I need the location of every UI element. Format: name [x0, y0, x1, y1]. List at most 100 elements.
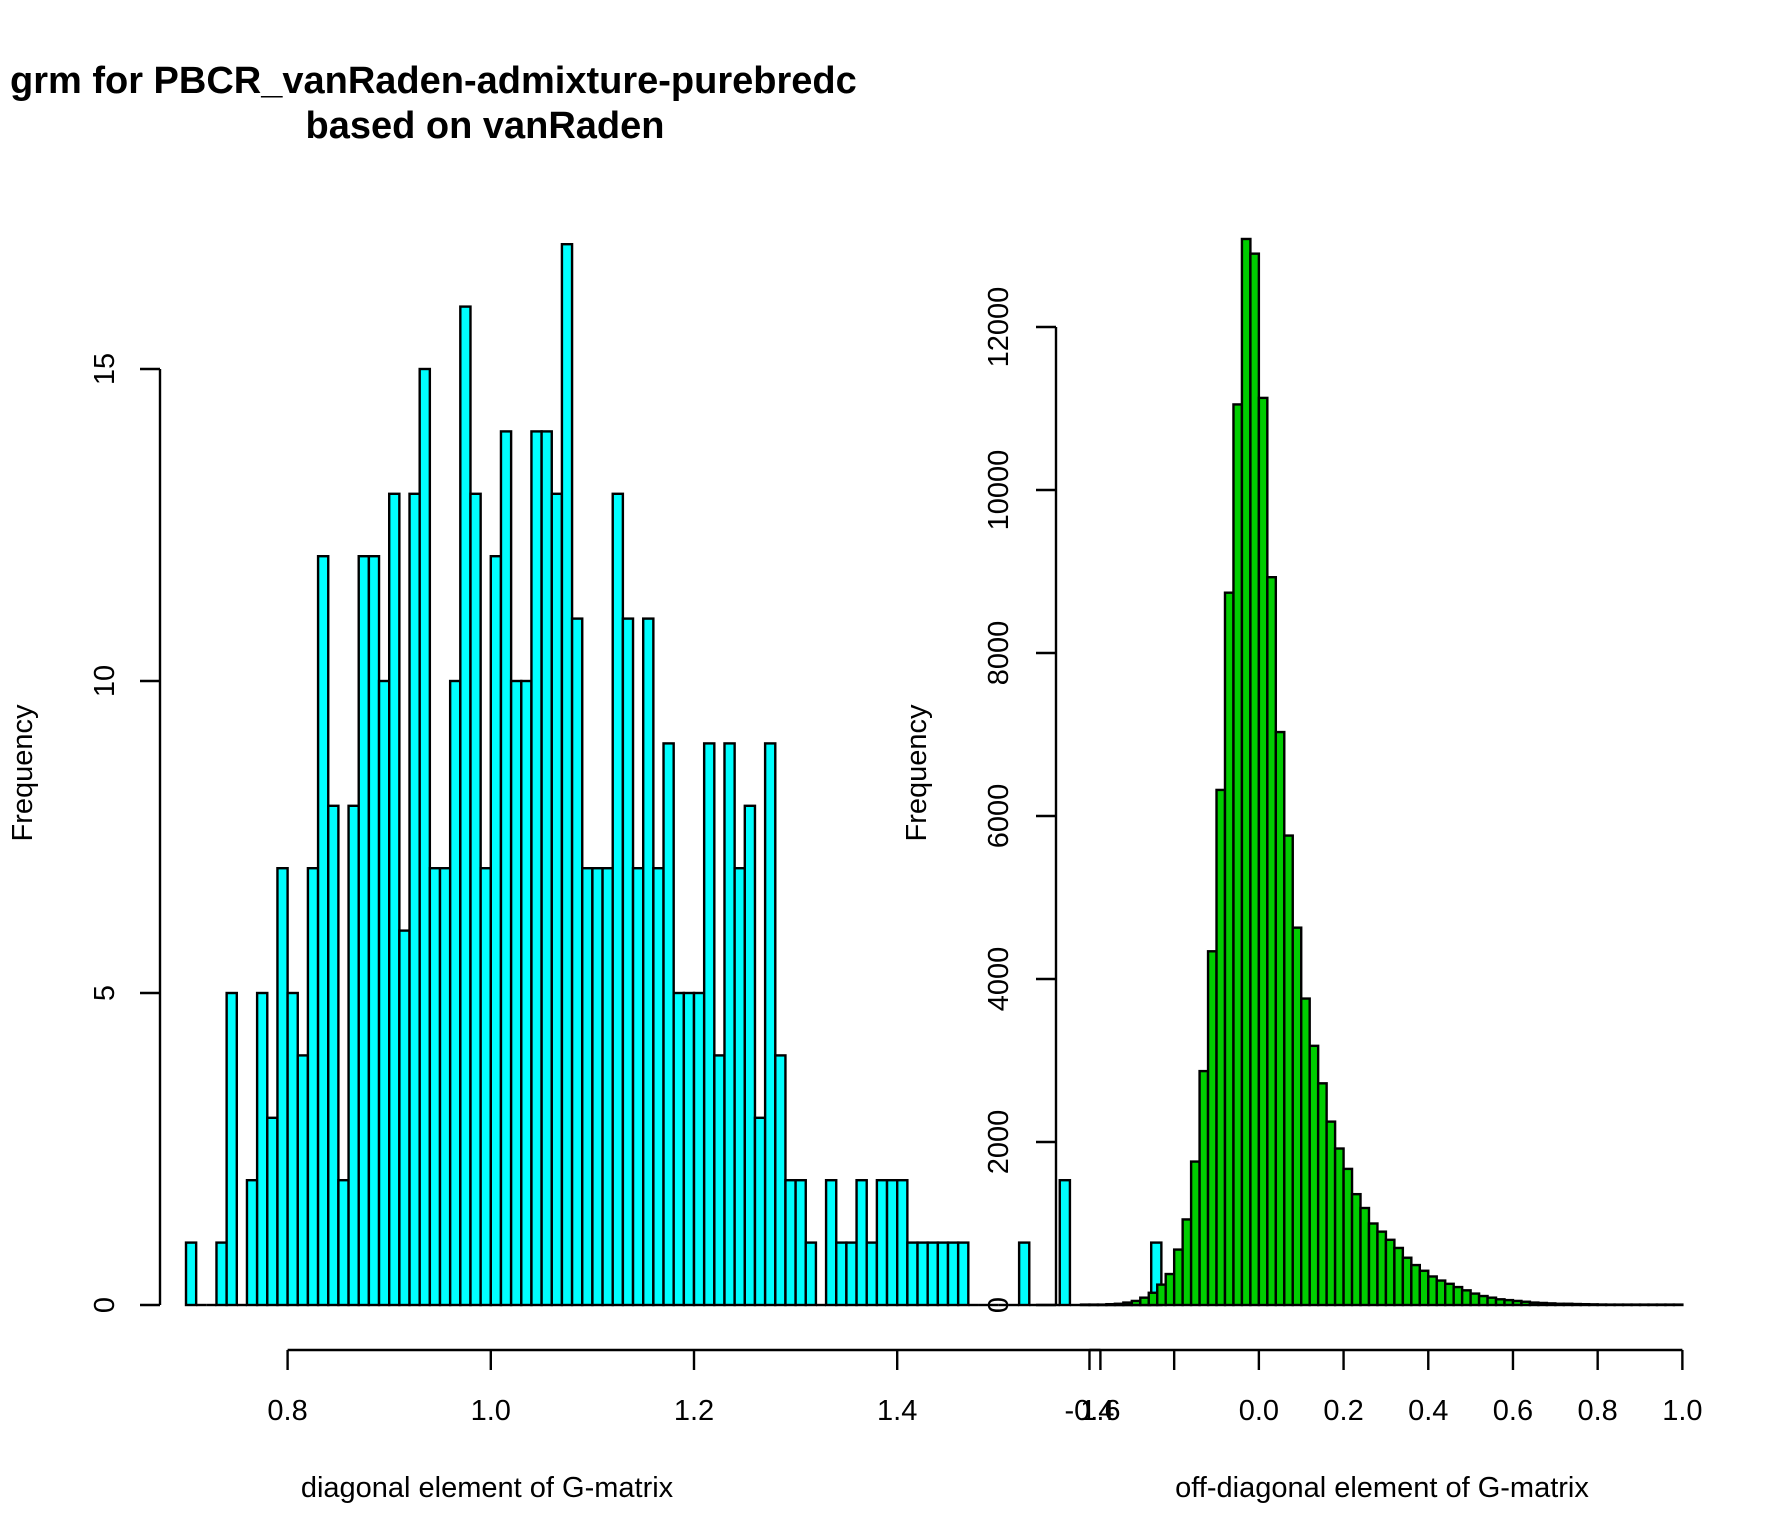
histogram-bar: [1486, 1296, 1498, 1307]
histogram-bar: [713, 1054, 726, 1307]
histogram-bar: [1528, 1301, 1540, 1307]
off-diagonal-x-axis: -0.4 0.0 0.2 0.4 0.6 0.8 1.0: [1064, 1348, 1703, 1427]
x-tick-label: 1.0: [1662, 1395, 1702, 1427]
histogram-bar: [1511, 1299, 1523, 1307]
histogram-bar: [428, 867, 442, 1307]
histogram-bar: [1571, 1302, 1582, 1307]
x-tick-label: 0.8: [1578, 1395, 1618, 1427]
diagonal-histogram-bars: [184, 242, 1163, 1307]
histogram-bar: [1469, 1292, 1481, 1307]
histogram-bar: [540, 430, 553, 1307]
histogram-bar: [1444, 1282, 1455, 1307]
diagonal-x-axis: 0.8 1.0 1.2 1.4 1.6: [267, 1348, 1121, 1427]
histogram-bar: [1333, 1147, 1345, 1307]
histogram-bar: [1579, 1302, 1591, 1307]
histogram-bar: [1266, 576, 1278, 1307]
histogram-bar: [1503, 1298, 1515, 1307]
x-tick-label: 1.4: [877, 1395, 917, 1427]
histogram-bar: [1350, 1192, 1362, 1307]
histogram-bar: [1300, 997, 1311, 1307]
histogram-bar: [347, 804, 360, 1307]
histogram-bar: [1147, 1291, 1159, 1307]
y-tick-label: 4000: [983, 947, 1015, 1012]
histogram-bar: [581, 867, 594, 1307]
histogram-bar: [774, 1054, 787, 1307]
histogram-bar: [621, 617, 635, 1307]
histogram-bar: [824, 1178, 838, 1307]
histogram-bar: [367, 555, 381, 1307]
histogram-bar: [611, 492, 625, 1307]
figure-title-line-2: based on vanRaden: [306, 105, 665, 147]
histogram-bar: [1283, 834, 1294, 1307]
histogram-bar: [398, 929, 411, 1307]
histogram-bar: [1460, 1289, 1472, 1307]
histogram-bar: [1359, 1206, 1371, 1307]
histogram-bar: [1554, 1302, 1565, 1307]
histogram-bar: [1384, 1238, 1396, 1307]
histogram-bar: [560, 242, 574, 1307]
histogram-bar: [1325, 1120, 1337, 1307]
histogram-bar: [662, 742, 675, 1307]
histogram-bar: [631, 867, 645, 1307]
histogram-bar: [388, 492, 401, 1307]
histogram-bar: [1562, 1302, 1574, 1307]
y-tick-label: 2000: [983, 1110, 1015, 1175]
histogram-bar: [936, 1241, 950, 1307]
x-tick-label: 1.2: [674, 1395, 714, 1427]
histogram-bar: [469, 492, 482, 1307]
histogram-bar: [875, 1178, 889, 1307]
histogram-bar: [357, 555, 371, 1307]
diagonal-y-axis-label: Frequency: [7, 704, 39, 842]
histogram-bar: [1494, 1298, 1506, 1307]
figure-title-line-1: grm for PBCR_vanRaden-admixture-purebred…: [10, 60, 857, 102]
histogram-bar: [1477, 1294, 1489, 1307]
histogram-bar: [1198, 1069, 1210, 1307]
histogram-bar: [509, 679, 523, 1307]
histogram-bar: [733, 867, 747, 1307]
off-diagonal-y-axis-label: Frequency: [901, 704, 933, 842]
histogram-bar: [1156, 1283, 1167, 1307]
x-tick-label: 0.6: [1493, 1395, 1533, 1427]
histogram-bar: [408, 492, 421, 1307]
histogram-bar: [885, 1178, 899, 1307]
histogram-bar: [682, 991, 696, 1307]
y-tick-label: 8000: [983, 621, 1015, 686]
histogram-bar: [1393, 1246, 1405, 1307]
histogram-bar: [865, 1241, 879, 1307]
histogram-bar: [784, 1178, 797, 1307]
histogram-bar: [255, 991, 269, 1307]
histogram-bar: [1316, 1082, 1328, 1307]
histogram-bar: [723, 742, 736, 1307]
histogram-bar: [1139, 1296, 1150, 1307]
histogram-bar: [1418, 1269, 1430, 1307]
off-diagonal-histogram-panel: 0 2000 4000 6000 8000 10000 12000 -0.4 0.0 0.2 0.…: [901, 237, 1703, 1504]
histogram-bar: [286, 991, 299, 1307]
histogram-bar: [845, 1241, 858, 1307]
histogram-bar: [377, 679, 391, 1307]
histogram-bar: [550, 492, 564, 1307]
histogram-bar: [642, 617, 655, 1307]
histogram-bar: [306, 867, 320, 1307]
histogram-bar: [316, 555, 330, 1307]
histogram-bar: [1232, 403, 1244, 1307]
histogram-bar: [1537, 1301, 1549, 1307]
diagonal-histogram-panel: 0 5 10 15 0.8 1.0 1.2 1.4 1.6 diagonal element …: [7, 242, 1163, 1504]
histogram-bar: [652, 867, 665, 1307]
histogram-bar: [499, 430, 513, 1307]
off-diagonal-histogram-bars: [1079, 237, 1684, 1307]
histogram-bar: [225, 991, 238, 1307]
histogram-bar: [520, 679, 533, 1307]
histogram-bar: [489, 555, 503, 1307]
histogram-bar: [1240, 237, 1252, 1307]
histogram-bar: [1435, 1279, 1447, 1307]
histogram-bar: [1215, 788, 1227, 1307]
histogram-bar: [327, 804, 340, 1307]
x-tick-label: 1.0: [471, 1395, 511, 1427]
histogram-bar: [1105, 1302, 1117, 1307]
histogram-bar: [1017, 1241, 1031, 1307]
histogram-bar: [1520, 1300, 1532, 1307]
histogram-bar: [591, 867, 604, 1307]
histogram-bar: [1181, 1218, 1193, 1307]
histogram-bar: [1376, 1230, 1388, 1307]
